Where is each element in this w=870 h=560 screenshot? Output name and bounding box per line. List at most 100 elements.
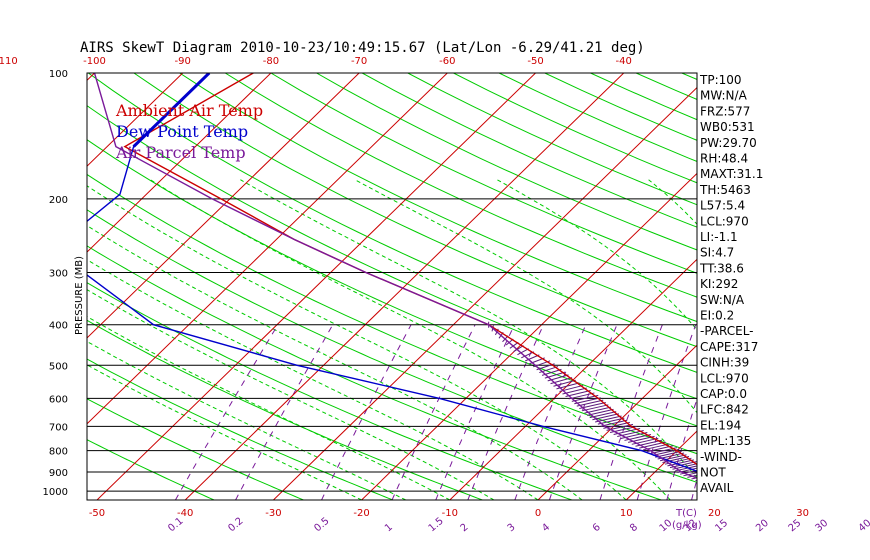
index-entry: CAPE:317 xyxy=(700,340,758,354)
dew-point-line xyxy=(87,73,697,473)
legend: Ambient Air Temp Dew Point Temp Air Parcel… xyxy=(115,101,263,162)
moist-adiabat-line xyxy=(87,364,362,500)
legend-entry: Air Parcel Temp xyxy=(115,143,246,162)
index-entry: MPL:135 xyxy=(700,434,751,448)
pressure-tick-label: 900 xyxy=(49,468,68,479)
cape-hatch-mark xyxy=(571,394,599,402)
bottom-temp-tick-label: -50 xyxy=(89,508,105,519)
index-entry: L57:5.4 xyxy=(700,199,745,213)
dry-adiabat-line xyxy=(316,73,697,251)
cape-hatch-mark xyxy=(576,399,604,407)
moist-adiabats xyxy=(87,179,697,500)
isotherm-line xyxy=(87,73,272,253)
pressure-tick-label: 200 xyxy=(49,195,68,206)
pressure-tick-labels: 100 200 300 400 500 600 700 800 900 1000 xyxy=(43,69,68,498)
mixing-ratio-label: 20 xyxy=(754,518,771,535)
mixing-ratio-line xyxy=(174,324,279,500)
dry-adiabat-line xyxy=(87,173,697,455)
index-entry: NOT xyxy=(700,466,726,480)
isotherm-line xyxy=(87,73,360,339)
top-temp-tick-label: -50 xyxy=(527,56,543,67)
isotherm-line xyxy=(361,172,697,500)
mixing-ratio-line xyxy=(321,324,412,500)
bottom-temperature-ticks: -50 -40 -30 -20 -10 0 10 20 30 xyxy=(89,508,809,519)
cape-hatch-mark xyxy=(517,348,529,356)
isotherm-line xyxy=(87,73,184,167)
isotherm-line xyxy=(273,86,697,500)
top-temperature-ticks: -120-110-100-90-80-70-60-50-40 xyxy=(0,56,632,67)
index-entry: CINH:39 xyxy=(700,356,749,370)
moist-adiabat-line xyxy=(87,225,583,500)
parcel-temp-line xyxy=(93,73,697,479)
dry-adiabat-line xyxy=(498,73,697,162)
dry-adiabat-line xyxy=(87,439,215,500)
bottom-temp-tick-label: -20 xyxy=(353,508,369,519)
bottom-temp-tick-label: -10 xyxy=(442,508,458,519)
bottom-temp-tick-label: -30 xyxy=(265,508,281,519)
bottom-temp-tick-label: 20 xyxy=(708,508,721,519)
pressure-tick-label: 300 xyxy=(49,269,68,280)
mixing-ratio-line xyxy=(548,324,618,500)
cape-hatch-mark xyxy=(579,402,606,409)
cape-hatch-mark xyxy=(600,419,628,427)
index-entry: TT:38.6 xyxy=(699,261,744,275)
moist-adiabat-line xyxy=(240,179,697,479)
mixing-ratio-lines xyxy=(174,324,697,500)
index-entry: WB0:531 xyxy=(700,120,755,134)
isotherm-line xyxy=(803,73,870,500)
index-entry: CAP:0.0 xyxy=(700,387,747,401)
cape-hatch-mark xyxy=(565,389,591,397)
index-entry: LI:-1.1 xyxy=(700,230,738,244)
mixing-ratio-line xyxy=(235,324,334,500)
index-entry: AVAIL xyxy=(700,481,734,495)
index-entry: LFC:842 xyxy=(700,403,749,417)
mixing-ratio-label: 0.5 xyxy=(312,516,331,535)
dry-adiabat-line xyxy=(87,209,697,483)
index-entry: LCL:970 xyxy=(700,214,749,228)
mixing-ratio-label: 25 xyxy=(787,518,804,535)
pressure-tick-label: 800 xyxy=(49,447,68,458)
moist-adiabat-line xyxy=(149,179,671,500)
index-entry: FRZ:577 xyxy=(700,104,750,118)
index-entry: LCL:970 xyxy=(700,371,749,385)
dew-point-upper-segment xyxy=(132,73,211,148)
isotherm-line xyxy=(87,73,448,425)
ambient-temp-line xyxy=(123,73,697,466)
index-entry: SI:4.7 xyxy=(700,246,734,260)
cape-hatch-mark xyxy=(568,392,595,400)
index-entry: MAXT:31.1 xyxy=(700,167,763,181)
mixing-ratio-label: 6 xyxy=(591,522,603,535)
dry-adiabat-line xyxy=(864,73,870,500)
mixing-ratio-label: 40 xyxy=(857,518,870,535)
index-entry: RH:48.4 xyxy=(700,152,748,166)
mixing-ratio-line xyxy=(514,324,587,500)
moist-adiabat-line xyxy=(87,259,539,500)
legend-entry: Ambient Air Temp xyxy=(115,101,263,120)
bottom-temp-tick-label: 10 xyxy=(620,508,633,519)
index-entry: PW:29.70 xyxy=(700,136,757,150)
dry-adiabat-line xyxy=(88,73,697,373)
cape-hatch-mark xyxy=(513,345,524,352)
pressure-tick-label: 400 xyxy=(49,321,68,332)
dry-adiabat-line xyxy=(179,73,697,323)
isotherms xyxy=(87,73,870,500)
top-temp-tick-label: -80 xyxy=(263,56,279,67)
dry-adiabat-line xyxy=(87,358,394,500)
mixing-unit-label: (g/kg) xyxy=(672,520,702,531)
index-entry: EI:0.2 xyxy=(700,309,734,323)
index-entry: TH:5463 xyxy=(699,183,751,197)
chart-title: AIRS SkewT Diagram 2010-10-23/10:49:15.6… xyxy=(80,40,645,56)
top-temp-tick-label: -110 xyxy=(0,56,18,67)
isotherm-line xyxy=(449,258,697,500)
top-temp-tick-label: -70 xyxy=(351,56,367,67)
isotherm-line xyxy=(184,73,625,500)
dry-adiabat-line xyxy=(133,73,697,348)
x-unit-label: T(C) xyxy=(675,508,697,519)
dry-adiabat-line xyxy=(87,139,697,427)
index-entry: EL:194 xyxy=(700,418,741,432)
plot-frame xyxy=(86,72,698,501)
mixing-ratio-label: 2 xyxy=(459,522,471,535)
pressure-tick-label: 100 xyxy=(49,69,68,80)
top-temp-tick-label: -100 xyxy=(83,56,106,67)
